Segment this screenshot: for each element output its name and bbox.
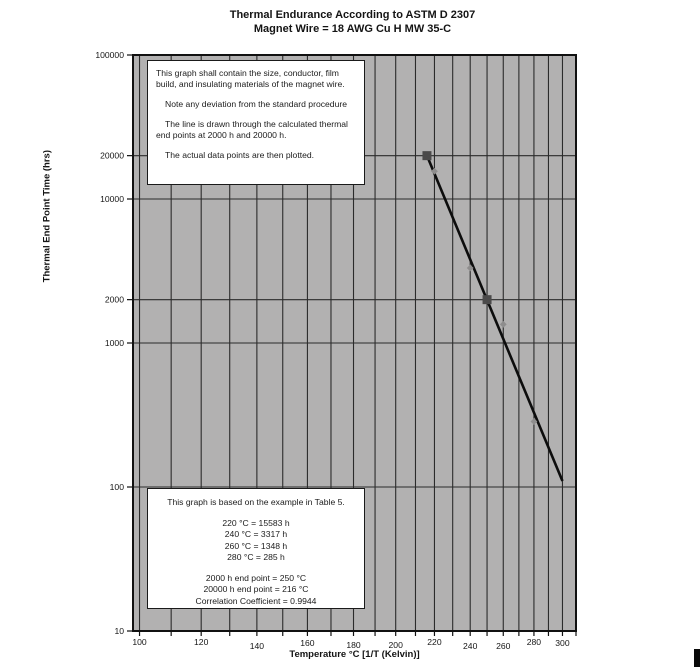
procedure-note-box: This graph shall contain the size, condu… bbox=[147, 60, 365, 185]
y-tick-label: 100 bbox=[110, 482, 125, 492]
x-tick-label: 300 bbox=[555, 638, 570, 648]
data-point-diamond bbox=[466, 264, 474, 272]
chart-title: Thermal Endurance According to ASTM D 23… bbox=[95, 8, 610, 36]
x-tick-label: 160 bbox=[300, 638, 315, 648]
note-paragraph: This graph shall contain the size, condu… bbox=[156, 68, 345, 89]
data-point-diamond bbox=[530, 418, 538, 425]
chart-title-line2: Magnet Wire = 18 AWG Cu H MW 35-C bbox=[253, 23, 452, 35]
results-note-box: This graph is based on the example in Ta… bbox=[147, 488, 365, 609]
results-intro: This graph is based on the example in Ta… bbox=[167, 497, 345, 507]
note-paragraph: The line is drawn through the calculated… bbox=[156, 119, 348, 140]
x-tick-label: 240 bbox=[463, 641, 478, 651]
x-tick-label: 100 bbox=[132, 637, 147, 647]
x-tick-label: 200 bbox=[389, 640, 404, 650]
end-point-square bbox=[482, 295, 492, 305]
y-tick-label: 10 bbox=[114, 626, 124, 636]
result-summary-line: Correlation Coefficient = 0.9944 bbox=[195, 595, 317, 606]
y-tick-label: 20000 bbox=[100, 151, 124, 161]
x-tick-label: 260 bbox=[496, 641, 511, 651]
result-data-line: 220 °C = 15583 h bbox=[222, 517, 290, 528]
result-data-line: 260 °C = 1348 h bbox=[224, 540, 288, 551]
scan-edge-artifact bbox=[694, 649, 700, 667]
trend-line bbox=[425, 155, 564, 482]
note-paragraph: The actual data points are then plotted. bbox=[165, 150, 315, 160]
data-point-diamond bbox=[431, 167, 438, 175]
result-summary-line: 20000 h end point = 216 °C bbox=[203, 584, 309, 594]
result-data-line: 240 °C = 3317 h bbox=[224, 529, 288, 539]
x-axis-title: Temperature °C [1/T (Kelvin)] bbox=[289, 649, 420, 660]
result-summary-line: 2000 h end point = 250 °C bbox=[205, 572, 307, 583]
y-tick-label: 1000 bbox=[105, 338, 124, 348]
y-tick-label: 10000 bbox=[100, 194, 124, 204]
y-tick-label: 2000 bbox=[105, 295, 124, 305]
chart-title-line1: Thermal Endurance According to ASTM D 23… bbox=[229, 9, 476, 21]
x-tick-label: 180 bbox=[346, 640, 361, 650]
x-tick-label: 120 bbox=[194, 637, 209, 647]
note-paragraph: Note any deviation from the standard pro… bbox=[165, 99, 348, 109]
data-point-diamond bbox=[499, 320, 507, 328]
result-data-line: 280 °C = 285 h bbox=[227, 552, 285, 562]
y-tick-label: 100000 bbox=[95, 50, 124, 60]
end-point-square bbox=[422, 151, 432, 161]
x-tick-label: 280 bbox=[527, 637, 542, 647]
x-tick-label: 140 bbox=[250, 641, 265, 651]
x-tick-label: 220 bbox=[427, 637, 442, 647]
plot-border bbox=[132, 54, 577, 632]
